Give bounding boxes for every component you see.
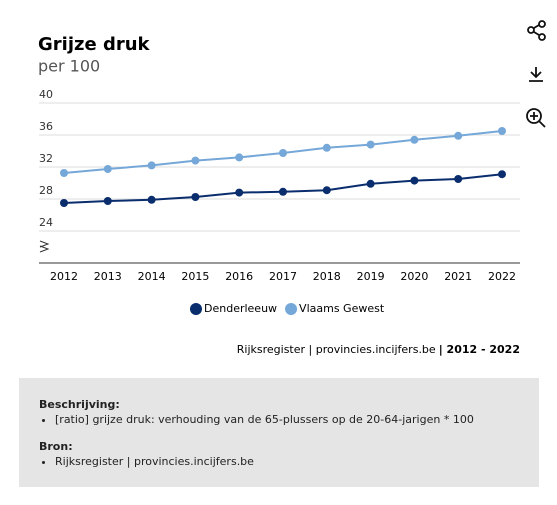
- data-point: [454, 131, 463, 140]
- share-button[interactable]: [527, 20, 546, 41]
- info-heading: Bron:: [39, 440, 73, 453]
- x-tick-label: 2018: [313, 270, 341, 283]
- data-point: [235, 153, 244, 162]
- x-tick-label: 2020: [400, 270, 428, 283]
- data-point: [498, 170, 506, 179]
- source: Rijksregister | provincies.incijfers.be: [237, 343, 436, 356]
- info-item: Rijksregister | provincies.incijfers.be: [55, 455, 519, 468]
- x-tick-label: 2021: [444, 270, 472, 283]
- download-button[interactable]: [529, 67, 543, 82]
- chart: Grijze druk per 100 | 2012 - 2022 24 28 32…: [38, 20, 546, 356]
- chart-subtitle: per 100: [38, 57, 100, 76]
- axis-break: [39, 240, 50, 253]
- data-point: [410, 176, 419, 185]
- data-point: [322, 143, 331, 152]
- data-point: [60, 199, 68, 207]
- info-list: [ratio] grijze druk: verhouding van de 6…: [39, 413, 519, 426]
- y-tick-label: 40: [39, 88, 53, 101]
- data-point: [366, 179, 375, 188]
- data-point: [103, 197, 112, 205]
- data-point: [147, 161, 156, 170]
- data-point: [147, 195, 156, 204]
- x-tick-label: 2019: [357, 270, 385, 283]
- info-item: [ratio] grijze druk: verhouding van de 6…: [55, 413, 519, 426]
- x-tick-label: 2014: [138, 270, 166, 283]
- data-point: [191, 193, 200, 201]
- info-box: Beschrijving: [ratio] grijze druk: verhou…: [19, 378, 539, 487]
- x-tick-label: 2013: [94, 270, 122, 283]
- data-point: [279, 187, 287, 196]
- legend-label: Denderleeuw: [204, 302, 277, 315]
- data-point: [279, 149, 287, 157]
- x-tick-label: 2016: [225, 270, 253, 283]
- zoom-button[interactable]: [526, 108, 546, 128]
- data-point: [191, 156, 200, 165]
- chart-title: Grijze druk: [38, 34, 151, 55]
- data-point: [235, 188, 244, 197]
- x-tick-label: 2012: [50, 270, 78, 283]
- y-tick-label: 28: [39, 184, 53, 197]
- info-list: Rijksregister | provincies.incijfers.be: [39, 455, 519, 468]
- data-point: [103, 165, 112, 173]
- legend-label: Vlaams Gewest: [299, 302, 385, 315]
- data-point: [60, 169, 68, 177]
- x-tick-label: 2022: [488, 270, 516, 283]
- y-tick-label: 32: [39, 152, 53, 165]
- legend-marker: [285, 303, 298, 315]
- data-point: [366, 140, 375, 149]
- legend-marker: [190, 303, 202, 315]
- data-point: [322, 186, 331, 195]
- data-point: [498, 127, 506, 135]
- x-tick-label: 2017: [269, 270, 297, 283]
- data-point: [410, 135, 419, 144]
- y-tick-label: 36: [39, 120, 53, 133]
- info-heading: Beschrijving:: [39, 398, 120, 411]
- source-period: | 2012 - 2022: [439, 343, 520, 356]
- x-tick-label: 2015: [181, 270, 209, 283]
- y-tick-label: 24: [39, 216, 53, 229]
- data-point: [454, 175, 463, 183]
